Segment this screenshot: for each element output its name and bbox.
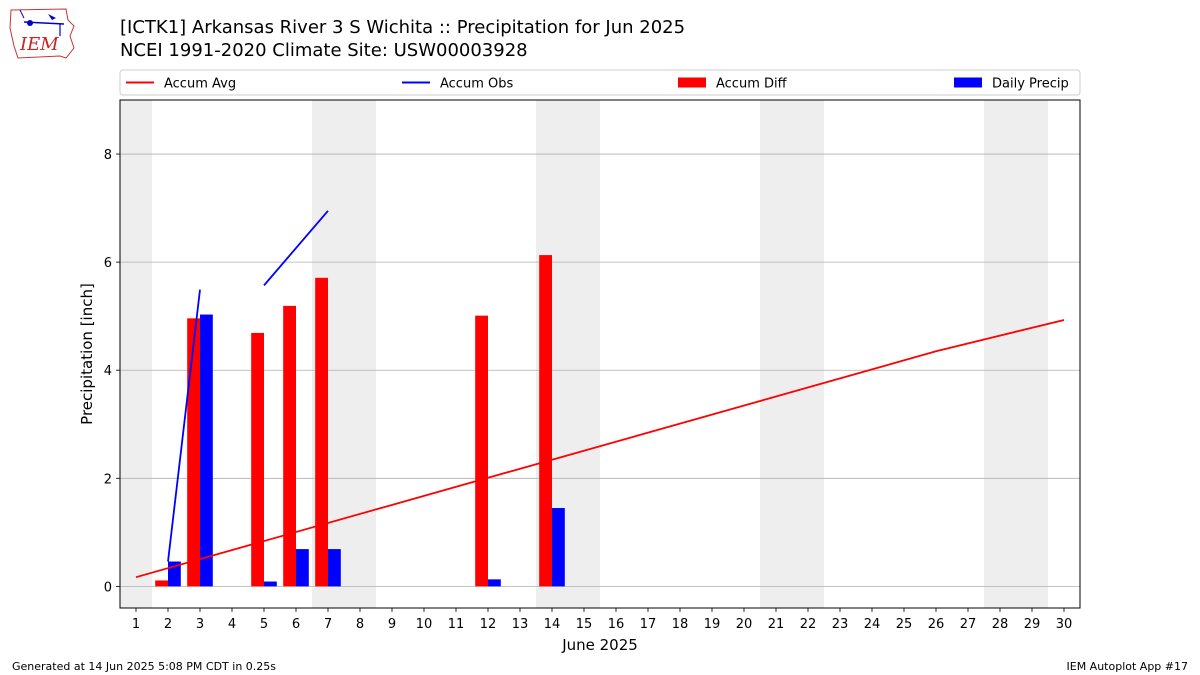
chart-title: [ICTK1] Arkansas River 3 S Wichita :: Pr… — [120, 17, 686, 38]
x-tick-label: 22 — [800, 617, 817, 632]
y-tick-label: 8 — [104, 148, 112, 163]
logo-text: IEM — [19, 34, 59, 55]
plot-frame — [119, 99, 1081, 609]
x-tick-label: 12 — [480, 617, 497, 632]
legend-label: Accum Diff — [716, 77, 788, 92]
chart-subtitle: NCEI 1991-2020 Climate Site: USW00003928 — [120, 40, 528, 61]
x-tick-label: 18 — [672, 617, 689, 632]
x-tick-label: 25 — [896, 617, 913, 632]
y-tick-label: 2 — [104, 472, 112, 487]
x-tick-label: 30 — [1056, 617, 1073, 632]
weekend-shade — [120, 100, 152, 608]
y-tick-label: 0 — [104, 580, 112, 595]
x-tick-label: 26 — [928, 617, 945, 632]
weekend-shade — [760, 100, 824, 608]
app-label: IEM Autoplot App #17 — [1066, 660, 1189, 673]
accum-diff-bar — [251, 332, 264, 587]
legend-bar-swatch — [678, 77, 706, 88]
weekend-shade — [984, 100, 1048, 608]
x-tick-label: 24 — [864, 617, 881, 632]
accum-diff-bar — [475, 315, 488, 587]
x-tick-label: 14 — [544, 617, 561, 632]
daily-precip-bar — [328, 549, 341, 587]
legend-box — [119, 69, 1081, 96]
x-tick-label: 11 — [448, 617, 465, 632]
x-tick-label: 9 — [388, 617, 396, 632]
x-tick-label: 8 — [356, 617, 364, 632]
x-tick-label: 5 — [260, 617, 268, 632]
x-tick-label: 28 — [992, 617, 1009, 632]
daily-precip-bar — [552, 508, 565, 587]
y-tick-label: 6 — [104, 256, 112, 271]
accum-obs-line — [263, 210, 329, 286]
x-tick-label: 15 — [576, 617, 593, 632]
y-tick-label: 4 — [104, 364, 112, 379]
legend-bar-swatch — [954, 77, 982, 88]
x-axis-label: June 2025 — [561, 636, 638, 654]
x-tick-label: 7 — [324, 617, 332, 632]
accum-obs-line — [167, 289, 201, 562]
x-tick-label: 10 — [416, 617, 433, 632]
legend-label: Daily Precip — [992, 77, 1069, 92]
y-axis-label: Precipitation [inch] — [78, 283, 96, 425]
x-tick-label: 6 — [292, 617, 300, 632]
x-tick-label: 13 — [512, 617, 529, 632]
x-tick-label: 2 — [164, 617, 172, 632]
x-tick-label: 21 — [768, 617, 785, 632]
x-tick-label: 19 — [704, 617, 721, 632]
x-tick-label: 16 — [608, 617, 625, 632]
x-tick-label: 27 — [960, 617, 977, 632]
accum-diff-bar — [187, 318, 200, 587]
x-tick-label: 17 — [640, 617, 657, 632]
x-tick-label: 4 — [228, 617, 236, 632]
legend-label: Accum Obs — [440, 77, 513, 92]
accum-avg-line — [135, 319, 1065, 579]
daily-precip-bar — [264, 581, 277, 587]
x-tick-label: 20 — [736, 617, 753, 632]
legend-label: Accum Avg — [164, 77, 236, 92]
accum-diff-bar — [283, 305, 296, 587]
x-tick-label: 3 — [196, 617, 204, 632]
accum-diff-bar — [539, 255, 552, 587]
daily-precip-bar — [200, 314, 213, 587]
x-tick-label: 23 — [832, 617, 849, 632]
accum-diff-bar — [315, 277, 328, 587]
x-tick-label: 29 — [1024, 617, 1041, 632]
daily-precip-bar — [296, 549, 309, 587]
iem-logo: IEM — [8, 6, 80, 60]
daily-precip-bar — [488, 579, 501, 587]
accum-diff-bar — [155, 580, 168, 587]
x-tick-label: 1 — [132, 617, 140, 632]
generated-timestamp: Generated at 14 Jun 2025 5:08 PM CDT in … — [12, 660, 277, 673]
